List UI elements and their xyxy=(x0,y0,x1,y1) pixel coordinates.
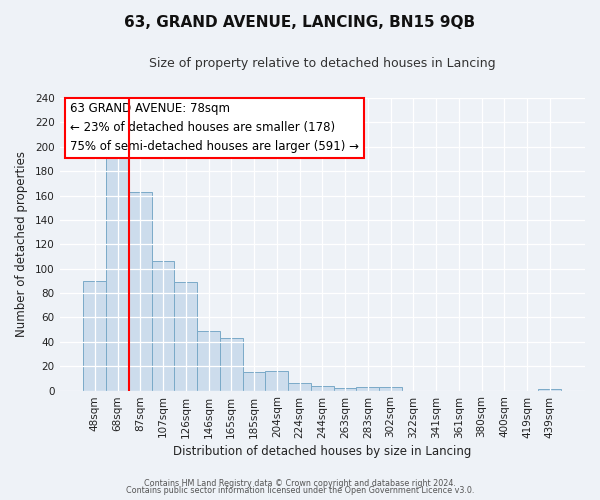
Bar xyxy=(83,281,106,390)
Bar xyxy=(106,147,129,390)
X-axis label: Distribution of detached houses by size in Lancing: Distribution of detached houses by size … xyxy=(173,444,472,458)
Text: 63, GRAND AVENUE, LANCING, BN15 9QB: 63, GRAND AVENUE, LANCING, BN15 9QB xyxy=(124,15,476,30)
Bar xyxy=(311,386,334,390)
Bar xyxy=(175,282,197,391)
Bar xyxy=(356,387,379,390)
Bar xyxy=(265,371,288,390)
Bar xyxy=(220,338,242,390)
Bar xyxy=(334,388,356,390)
Bar xyxy=(288,384,311,390)
Y-axis label: Number of detached properties: Number of detached properties xyxy=(15,152,28,338)
Bar xyxy=(129,192,152,390)
Bar xyxy=(152,262,175,390)
Bar xyxy=(197,331,220,390)
Title: Size of property relative to detached houses in Lancing: Size of property relative to detached ho… xyxy=(149,58,496,70)
Bar xyxy=(379,387,402,390)
Text: Contains HM Land Registry data © Crown copyright and database right 2024.: Contains HM Land Registry data © Crown c… xyxy=(144,478,456,488)
Text: Contains public sector information licensed under the Open Government Licence v3: Contains public sector information licen… xyxy=(126,486,474,495)
Text: 63 GRAND AVENUE: 78sqm
← 23% of detached houses are smaller (178)
75% of semi-de: 63 GRAND AVENUE: 78sqm ← 23% of detached… xyxy=(70,102,359,154)
Bar xyxy=(242,372,265,390)
